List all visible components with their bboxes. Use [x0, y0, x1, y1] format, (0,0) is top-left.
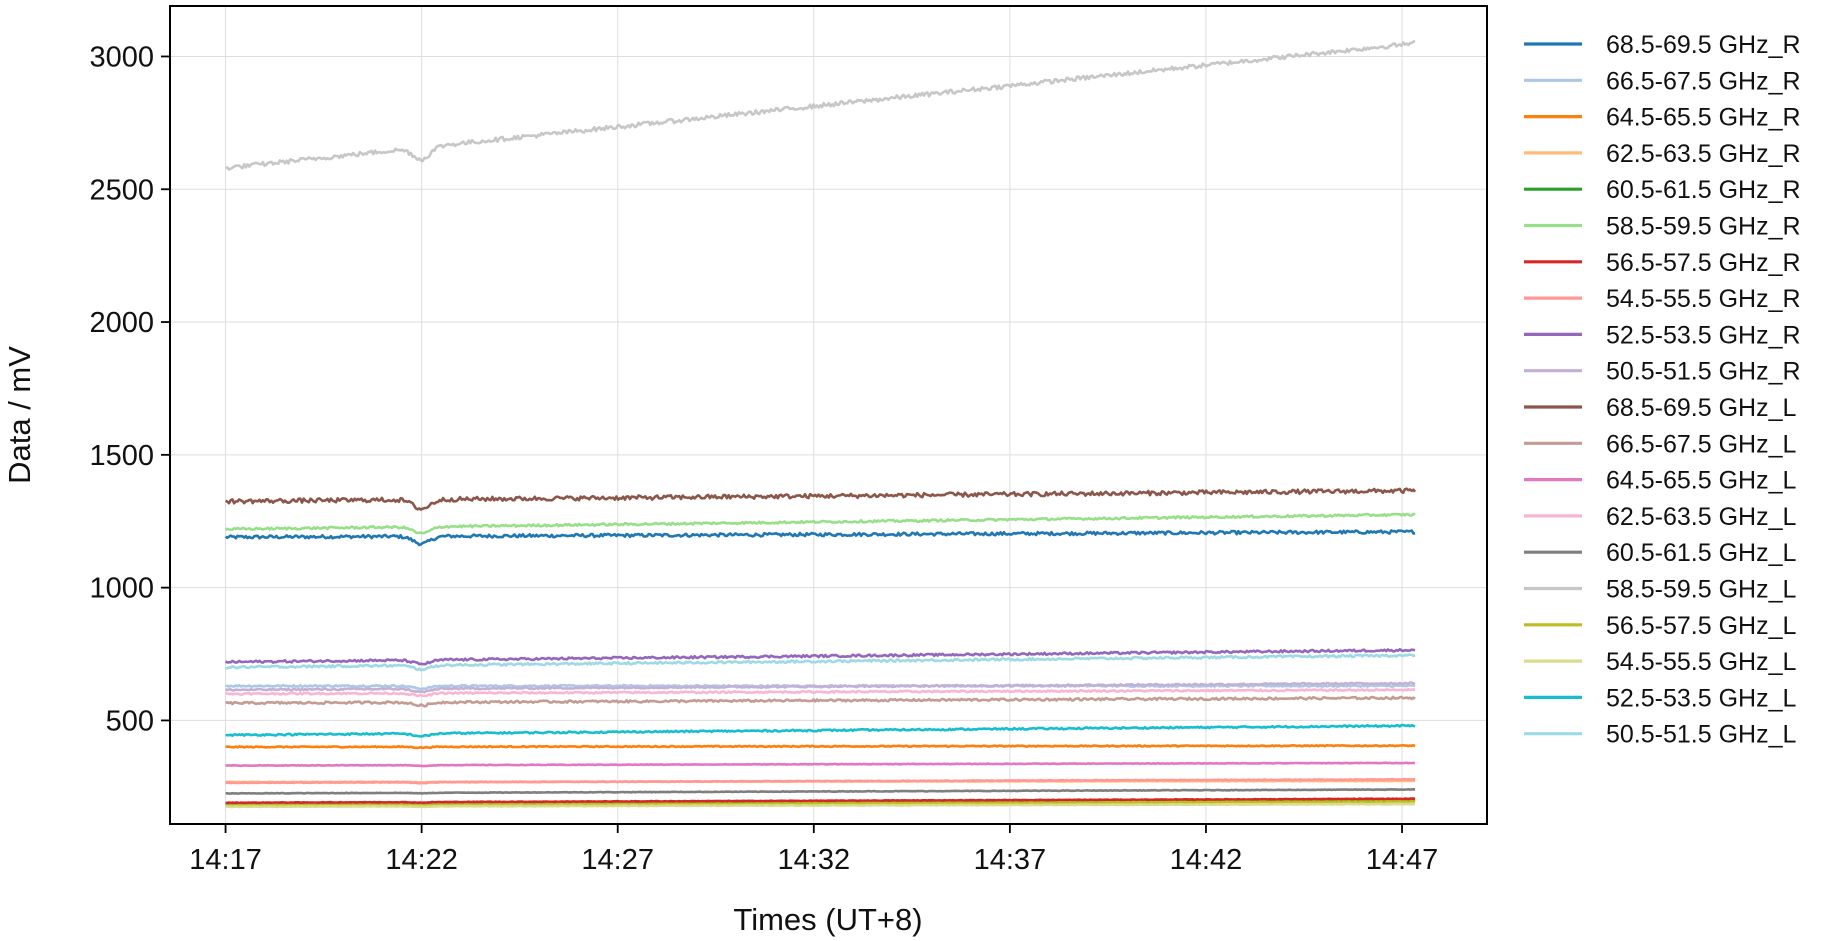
legend-label: 56.5-57.5 GHz_R [1606, 249, 1801, 277]
series-line [225, 788, 1416, 795]
y-tick-label: 3000 [89, 41, 154, 73]
y-tick-label: 2500 [89, 174, 154, 206]
legend-label: 68.5-69.5 GHz_R [1606, 31, 1801, 59]
series-line [224, 681, 1416, 694]
series-line [225, 799, 1416, 807]
legend-label: 58.5-59.5 GHz_L [1606, 576, 1796, 604]
y-tick-label: 500 [106, 705, 154, 737]
plot-frame [169, 5, 1488, 825]
x-tick-label: 14:22 [385, 844, 458, 876]
legend-label: 52.5-53.5 GHz_L [1606, 684, 1796, 712]
x-tick-label: 14:37 [974, 844, 1047, 876]
series-line [225, 723, 1416, 738]
series-line [225, 797, 1416, 805]
legend-label: 50.5-51.5 GHz_L [1606, 721, 1796, 749]
legend-label: 64.5-65.5 GHz_L [1606, 467, 1796, 495]
legend-label: 56.5-57.5 GHz_L [1606, 612, 1796, 640]
legend-label: 50.5-51.5 GHz_R [1606, 358, 1801, 386]
y-tick-label: 1000 [89, 573, 154, 605]
x-tick-label: 14:32 [778, 844, 851, 876]
series-line [225, 743, 1416, 750]
legend: 68.5-69.5 GHz_R 66.5-67.5 GHz_R 64.5-65.5 … [1524, 31, 1801, 749]
series-line [225, 777, 1416, 785]
series-line [225, 761, 1416, 768]
series-line [225, 487, 1417, 511]
legend-label: 64.5-65.5 GHz_R [1606, 104, 1801, 132]
ticks-layer: 14:17 14:22 14:27 14:32 14:37 14:42 14:47 500 10… [89, 41, 1438, 876]
series-line [225, 695, 1416, 708]
x-tick-label: 14:27 [581, 844, 654, 876]
y-tick-label: 2000 [89, 307, 154, 339]
series-line [225, 653, 1416, 672]
legend-label: 68.5-69.5 GHz_L [1606, 394, 1796, 422]
legend-label: 66.5-67.5 GHz_L [1606, 430, 1796, 458]
x-axis-title: Times (UT+8) [733, 902, 922, 937]
y-axis-title: Data / mV [2, 346, 37, 484]
legend-label: 62.5-63.5 GHz_R [1606, 140, 1801, 168]
legend-label: 54.5-55.5 GHz_R [1606, 285, 1801, 313]
x-tick-label: 14:17 [189, 844, 262, 876]
series-line [225, 40, 1416, 171]
series-line [224, 512, 1416, 535]
series-line [225, 802, 1416, 809]
series-layer [224, 40, 1417, 809]
grid-layer [170, 6, 1487, 824]
legend-label: 60.5-61.5 GHz_L [1606, 539, 1796, 567]
y-tick-label: 1500 [89, 440, 154, 472]
legend-label: 52.5-53.5 GHz_R [1606, 321, 1801, 349]
legend-label: 54.5-55.5 GHz_L [1606, 648, 1796, 676]
x-tick-label: 14:42 [1170, 844, 1243, 876]
legend-label: 58.5-59.5 GHz_R [1606, 213, 1801, 241]
legend-label: 62.5-63.5 GHz_L [1606, 503, 1796, 531]
series-line [225, 687, 1416, 698]
x-tick-label: 14:47 [1366, 844, 1439, 876]
legend-label: 66.5-67.5 GHz_R [1606, 67, 1801, 95]
legend-label: 60.5-61.5 GHz_R [1606, 176, 1801, 204]
series-line [224, 647, 1416, 666]
series-line [224, 529, 1416, 547]
